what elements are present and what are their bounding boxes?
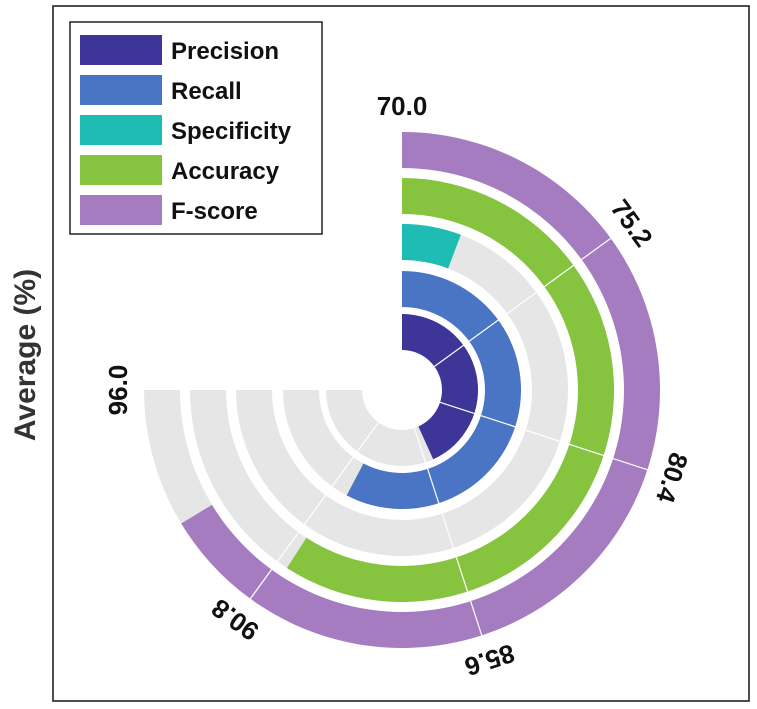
legend-label-precision: Precision — [171, 38, 279, 65]
legend-swatch-recall — [80, 75, 162, 105]
legend-swatch-accuracy — [80, 155, 162, 185]
legend-label-specificity: Specificity — [171, 118, 292, 145]
ring-gap — [184, 172, 620, 608]
angular-tick-label: 70.0 — [377, 91, 428, 121]
legend-swatch-f-score — [80, 195, 162, 225]
ring-gap — [138, 126, 666, 654]
bar-specificity — [402, 224, 461, 269]
legend: Precision Recall Specificity Accuracy F-scor… — [69, 21, 323, 235]
legend-swatch-precision — [80, 35, 162, 65]
ring-gap — [277, 265, 527, 515]
legend-swatch-specificity — [80, 115, 162, 145]
legend-label-accuracy: Accuracy — [171, 158, 280, 185]
ring-gap — [320, 308, 484, 472]
angular-tick-label: 96.0 — [103, 365, 133, 416]
bar-precision — [402, 314, 479, 460]
bar-recall — [346, 271, 522, 510]
legend-label-f-score: F-score — [171, 198, 258, 225]
legend-label-recall: Recall — [171, 78, 242, 105]
bar-layer — [181, 132, 661, 648]
spoke-line — [434, 237, 612, 367]
spoke-line — [439, 401, 648, 471]
spoke-layer — [138, 126, 666, 654]
spoke-line — [413, 427, 483, 636]
ring-gap — [230, 218, 574, 562]
bar-accuracy — [286, 178, 614, 602]
spoke-line — [249, 422, 379, 600]
y-axis-label: Average (%) — [9, 269, 42, 441]
